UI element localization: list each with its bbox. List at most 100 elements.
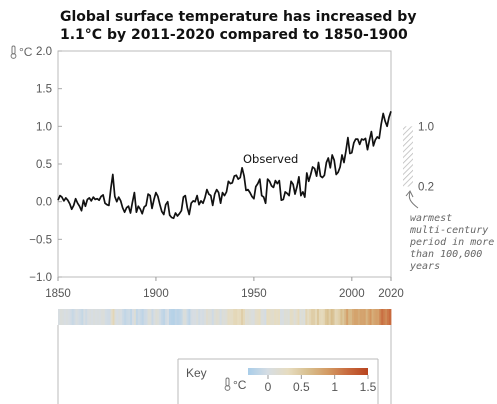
key-color-bar: [248, 368, 368, 375]
stripe: [281, 309, 285, 325]
warmest-period: 1.0 0.2 warmest multi-century period in …: [403, 121, 494, 272]
stripe: [165, 309, 168, 325]
stripe: [250, 309, 254, 325]
stripe: [324, 309, 328, 325]
stripe: [383, 309, 386, 325]
stripe: [340, 309, 343, 325]
x-tick-label: 2000: [339, 288, 365, 300]
stripe: [204, 309, 207, 325]
series-line-observed: [57, 111, 392, 220]
stripe: [61, 309, 65, 325]
key-tick-label: 0: [265, 380, 272, 394]
stripe: [87, 309, 90, 325]
color-key: Key °C 0 0.5 1 1.5: [177, 358, 379, 404]
stripe: [215, 309, 219, 325]
x-tick-label: 1850: [45, 288, 71, 300]
stripe: [379, 309, 382, 325]
stripe: [297, 309, 300, 325]
stripe: [211, 309, 215, 325]
stripe: [190, 309, 193, 325]
stripe: [170, 309, 174, 325]
stripe: [389, 309, 392, 325]
stripe: [244, 309, 248, 325]
stripe: [375, 309, 378, 325]
stripe: [352, 309, 355, 325]
stripe: [157, 309, 160, 325]
y-tick-label: −0.5: [29, 234, 52, 246]
stripe: [108, 309, 111, 325]
stripe: [122, 309, 125, 325]
stripe: [153, 309, 156, 325]
stripe: [188, 309, 191, 325]
observed-label: Observed: [243, 152, 298, 166]
stripe: [69, 309, 73, 325]
stripe: [217, 309, 221, 325]
stripe: [139, 309, 143, 325]
stripe: [318, 309, 322, 325]
stripe: [254, 309, 258, 325]
series-group: [57, 111, 392, 220]
y-tick-label: 0.5: [36, 159, 52, 171]
stripe: [200, 309, 203, 325]
y-unit: °C: [19, 45, 33, 59]
stripe: [336, 309, 339, 325]
stripe: [79, 309, 82, 325]
note-arrowhead: [405, 190, 414, 198]
stripe: [268, 309, 271, 325]
stripe: [83, 309, 86, 325]
stripe: [280, 309, 283, 325]
stripe: [114, 309, 117, 325]
stripe: [283, 309, 287, 325]
stripe: [338, 309, 341, 325]
stripe: [180, 309, 184, 325]
stripe: [317, 309, 320, 325]
stripe: [182, 309, 185, 325]
note-line-3: period in more: [409, 237, 494, 248]
stripe: [93, 309, 96, 325]
stripe: [85, 309, 88, 325]
warming-stripes: [58, 309, 392, 325]
stripe: [291, 309, 295, 325]
stripe: [104, 309, 108, 325]
stripe: [221, 309, 224, 325]
stripe: [96, 309, 100, 325]
stripe: [95, 309, 98, 325]
stripe: [357, 309, 361, 325]
stripe: [176, 309, 180, 325]
stripe: [192, 309, 195, 325]
stripe: [369, 309, 372, 325]
stripe: [381, 309, 384, 325]
y-tick-label: 0.0: [36, 197, 52, 209]
thermometer-icon: [10, 45, 17, 59]
y-tick-label: 2.0: [36, 46, 52, 58]
stripe: [315, 309, 318, 325]
stripe: [344, 309, 347, 325]
stripe: [130, 309, 133, 325]
stripe: [172, 309, 176, 325]
key-tick-label: 1.5: [360, 380, 377, 394]
stripe: [371, 309, 374, 325]
stripe: [260, 309, 263, 325]
note-line-4: than 100,000: [410, 249, 482, 260]
stripe: [309, 309, 312, 325]
stripe: [342, 309, 345, 325]
x-tick-label: 1950: [241, 288, 267, 300]
stripe: [320, 309, 324, 325]
stripe: [161, 309, 164, 325]
stripe: [361, 309, 365, 325]
stripe: [303, 309, 306, 325]
stripe: [233, 309, 236, 325]
stripe: [100, 309, 104, 325]
stripe: [355, 309, 359, 325]
warmest-period-top-label: 1.0: [418, 121, 434, 133]
stripe: [110, 309, 113, 325]
stripe: [149, 309, 152, 325]
y-tick-label: 1.0: [36, 121, 52, 133]
key-tick-label: 0.5: [293, 380, 310, 394]
stripe: [133, 309, 137, 325]
stripe: [58, 309, 61, 325]
stripe: [305, 309, 308, 325]
stripe: [359, 309, 363, 325]
stripe: [67, 309, 71, 325]
key-ticks: 0 0.5 1 1.5: [265, 375, 377, 394]
